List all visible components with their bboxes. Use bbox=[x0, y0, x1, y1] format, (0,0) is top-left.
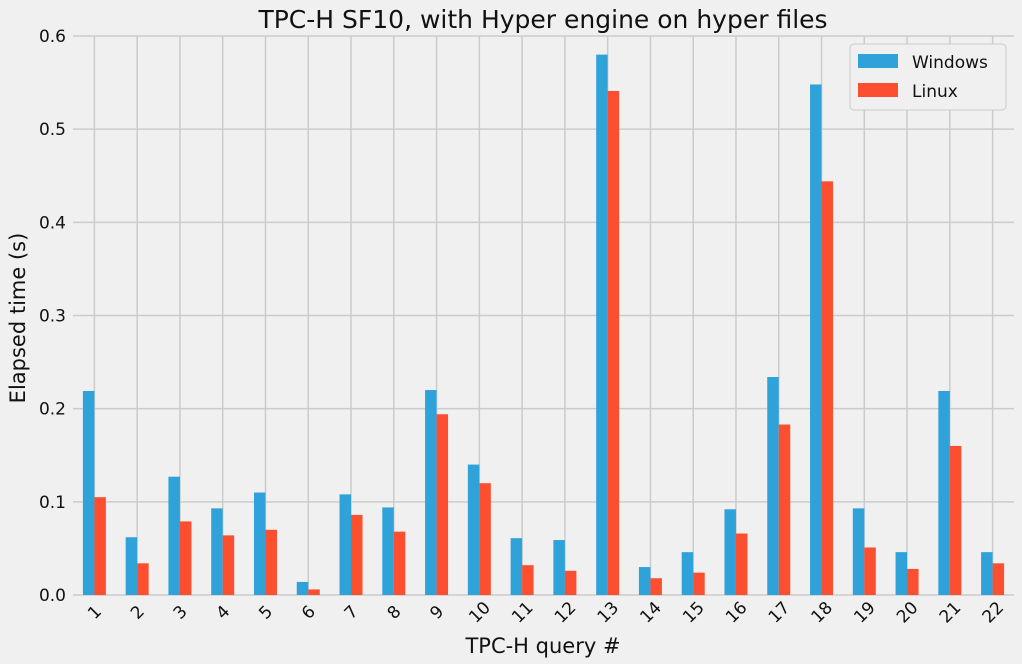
y-tick-label: 0.5 bbox=[39, 120, 66, 140]
bar-linux-q11 bbox=[522, 565, 534, 595]
bar-linux-q6 bbox=[308, 589, 320, 595]
x-axis-label: TPC-H query # bbox=[464, 634, 620, 658]
bar-linux-q2 bbox=[137, 563, 149, 595]
y-tick-label: 0.2 bbox=[39, 400, 66, 420]
bar-linux-q16 bbox=[735, 533, 748, 595]
bar-windows-q13 bbox=[596, 54, 608, 595]
bar-windows-q19 bbox=[852, 508, 865, 595]
bar-windows-q7 bbox=[339, 494, 352, 595]
y-tick-label: 0.3 bbox=[39, 307, 66, 327]
bar-linux-q10 bbox=[479, 483, 491, 595]
y-tick-labels: 0.0 0.1 0.2 0.3 0.4 0.5 0.6 bbox=[39, 27, 66, 606]
bar-windows-q5 bbox=[253, 492, 266, 595]
bar-windows-q6 bbox=[296, 581, 309, 595]
bar-linux-q9 bbox=[436, 414, 449, 595]
bar-windows-q16 bbox=[724, 509, 736, 595]
bar-linux-q3 bbox=[179, 521, 192, 595]
bar-windows-q12 bbox=[553, 540, 565, 595]
y-axis-label: Elapsed time (s) bbox=[6, 233, 30, 404]
bar-linux-q7 bbox=[351, 514, 363, 595]
bar-windows-q11 bbox=[510, 538, 523, 595]
bar-linux-q19 bbox=[864, 547, 876, 595]
legend-label-linux: Linux bbox=[912, 82, 958, 102]
bar-linux-q12 bbox=[564, 570, 577, 595]
bar-windows-q4 bbox=[211, 508, 223, 595]
y-tick-label: 0.6 bbox=[39, 27, 66, 47]
bar-windows-q1 bbox=[82, 390, 95, 595]
bar-linux-q13 bbox=[607, 90, 620, 596]
bar-windows-q8 bbox=[382, 507, 394, 595]
bar-linux-q1 bbox=[94, 497, 106, 595]
bar-windows-q9 bbox=[425, 390, 437, 595]
bar-windows-q20 bbox=[895, 552, 908, 595]
bar-windows-q15 bbox=[681, 552, 694, 595]
chart-title: TPC-H SF10, with Hyper engine on hyper f… bbox=[257, 5, 827, 34]
bar-linux-q18 bbox=[821, 181, 834, 595]
bar-linux-q5 bbox=[265, 529, 277, 595]
bar-windows-q18 bbox=[810, 84, 822, 596]
bar-linux-q22 bbox=[992, 563, 1005, 595]
bars bbox=[82, 54, 1005, 596]
bar-windows-q21 bbox=[938, 390, 950, 595]
bar-windows-q3 bbox=[168, 476, 180, 595]
legend-swatch-windows bbox=[858, 54, 898, 68]
bar-linux-q21 bbox=[949, 445, 962, 595]
bar-linux-q8 bbox=[393, 531, 406, 595]
bar-linux-q14 bbox=[650, 578, 662, 595]
legend-swatch-linux bbox=[858, 83, 898, 97]
legend-label-windows: Windows bbox=[912, 53, 988, 73]
bar-windows-q2 bbox=[125, 537, 138, 595]
legend: Windows Linux bbox=[849, 43, 1007, 111]
y-tick-label: 0.0 bbox=[39, 586, 66, 606]
bar-linux-q20 bbox=[907, 568, 919, 595]
bar-linux-q4 bbox=[222, 535, 235, 595]
bar-windows-q10 bbox=[467, 464, 480, 595]
y-tick-label: 0.1 bbox=[39, 493, 66, 513]
y-tick-label: 0.4 bbox=[39, 213, 66, 233]
bar-windows-q22 bbox=[981, 552, 993, 595]
bar-windows-q17 bbox=[767, 376, 779, 595]
bar-linux-q17 bbox=[778, 424, 791, 595]
bar-linux-q15 bbox=[693, 572, 705, 595]
bar-windows-q14 bbox=[638, 567, 651, 595]
